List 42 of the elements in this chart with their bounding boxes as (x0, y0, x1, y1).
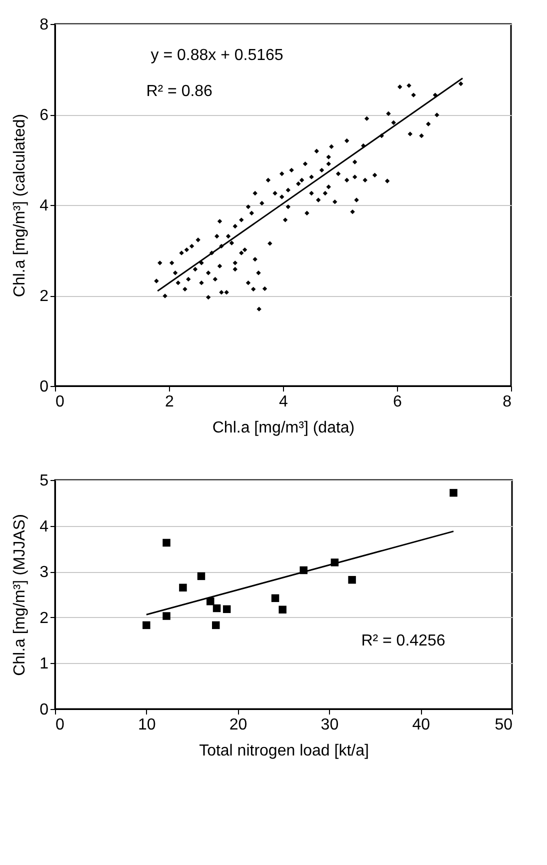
y-axis-title: Chl.a [mg/m³] (calculated) (12, 114, 29, 298)
x-axis-title: Total nitrogen load [kt/a] (199, 742, 369, 760)
x-tick-label: 30 (320, 716, 339, 734)
x-tick-label: 8 (502, 394, 512, 410)
x-tick-label: 0 (56, 716, 64, 734)
x-tick-label: 4 (279, 394, 288, 410)
x-tick-label: 2 (165, 394, 174, 410)
point (222, 605, 231, 614)
y-tick-label: 5 (40, 472, 49, 490)
x-tick-label: 10 (138, 716, 156, 734)
point (278, 606, 286, 614)
point (162, 612, 170, 620)
y-tick-label: 1 (40, 656, 49, 673)
point (212, 604, 221, 612)
x-tick-label: 20 (229, 716, 248, 734)
point (197, 572, 206, 580)
y-axis-title: Chl.a [mg/m³] (MJJAS) (12, 514, 29, 676)
point (212, 621, 220, 630)
annotation: R² = 0.4256 (361, 632, 446, 650)
point (271, 594, 280, 602)
y-tick-label: 6 (40, 107, 49, 124)
y-tick-label: 3 (40, 564, 49, 582)
y-tick-label: 2 (40, 610, 49, 627)
x-tick-label: 0 (56, 394, 64, 410)
point (179, 584, 187, 592)
point (450, 488, 458, 497)
x-tick-label: 6 (393, 394, 402, 410)
y-tick-label: 4 (40, 518, 49, 536)
point (142, 621, 150, 630)
annotation: y = 0.88x + 0.5165 (150, 46, 284, 64)
x-axis-title: Chl.a [mg/m³] (data) (212, 420, 355, 436)
y-tick-label: 8 (40, 16, 49, 34)
x-tick-label: 40 (412, 716, 430, 734)
point (206, 597, 214, 606)
annotation: R² = 0.86 (146, 82, 213, 100)
point (348, 576, 356, 584)
y-tick-label: 0 (40, 378, 49, 396)
y-tick-label: 0 (40, 702, 49, 718)
y-tick-label: 4 (40, 198, 49, 214)
point (162, 538, 170, 547)
x-tick-label: 50 (494, 716, 513, 734)
y-tick-label: 2 (40, 288, 49, 305)
